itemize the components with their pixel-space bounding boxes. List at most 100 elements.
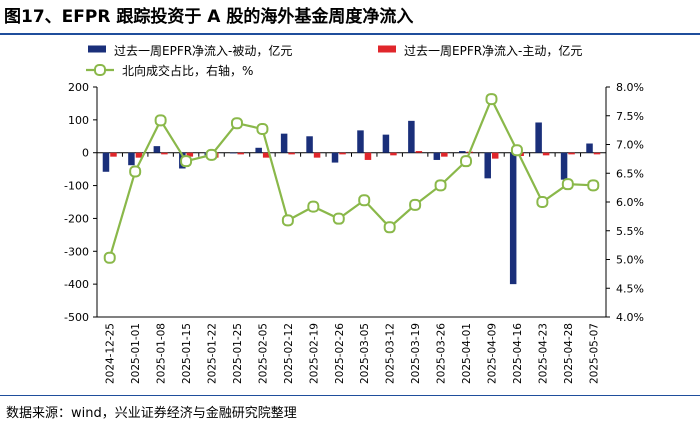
northbound-share-marker [180, 155, 193, 168]
northbound-share-marker [358, 194, 371, 207]
northbound-share-marker [383, 221, 396, 234]
left-tick-label: 200 [68, 81, 89, 94]
passive-bar [306, 136, 313, 153]
northbound-share-marker [536, 196, 549, 208]
active-bar [415, 151, 423, 153]
active-bar [339, 152, 346, 155]
northbound-share-marker [154, 114, 167, 127]
northbound-share-marker [485, 93, 498, 106]
passive-bar [484, 152, 491, 179]
right-tick-label: 6.0% [616, 196, 644, 209]
left-tick-label: -300 [64, 245, 89, 258]
active-bar [288, 152, 295, 155]
passive-bar [229, 152, 237, 154]
source-note: 数据来源：wind，兴业证券经济与金融研究院整理 [6, 406, 297, 421]
passive-bar [153, 146, 161, 153]
passive-bar [408, 120, 415, 153]
legend-swatch-passive [88, 45, 106, 53]
northbound-share-marker [103, 251, 116, 264]
active-bar [237, 152, 244, 155]
right-tick-label: 4.5% [616, 282, 644, 295]
active-bar [135, 152, 143, 158]
active-bar [568, 152, 575, 155]
northbound-share-marker [561, 178, 574, 191]
passive-bar [255, 147, 262, 153]
x-tick-label: 2025-03-19 [410, 323, 422, 384]
northbound-share-marker [510, 144, 523, 157]
active-bar [542, 152, 550, 156]
legend-label-passive: 过去一周EPFR净流入-被动，亿元 [114, 43, 292, 58]
left-tick-label: -100 [64, 180, 89, 193]
left-tick-label: 0 [82, 147, 89, 160]
passive-bar [535, 122, 542, 153]
passive-bar [459, 151, 466, 153]
right-tick-label: 6.5% [616, 167, 644, 180]
right-tick-label: 5.0% [616, 254, 644, 267]
x-tick-label: 2025-03-12 [385, 323, 397, 384]
passive-bar [382, 134, 390, 153]
northbound-share-marker [230, 117, 243, 130]
northbound-share-marker [409, 198, 422, 211]
x-tick-label: 2025-02-19 [308, 323, 320, 384]
active-bar [262, 152, 270, 158]
passive-bar [586, 143, 593, 153]
x-tick-label: 2025-04-16 [512, 323, 524, 384]
x-tick-label: 2025-01-25 [232, 323, 244, 384]
passive-bar [102, 152, 110, 172]
northbound-share-marker [332, 212, 345, 225]
legend-swatch-marker [94, 64, 106, 76]
right-tick-label: 5.5% [616, 225, 644, 238]
passive-bar [509, 152, 517, 285]
figure-title: 图17、EFPR 跟踪投资于 A 股的海外基金周度净流入 [4, 7, 414, 27]
passive-bar [128, 152, 135, 166]
x-tick-label: 2025-01-01 [130, 323, 142, 384]
legend-label-line: 北向成交占比，右轴，% [122, 63, 253, 78]
right-tick-label: 8.0% [616, 81, 644, 94]
source-divider [0, 395, 700, 396]
x-tick-label: 2025-03-26 [436, 323, 448, 384]
left-tick-label: -400 [64, 278, 89, 291]
passive-bar [331, 152, 339, 163]
right-tick-label: 7.0% [616, 139, 644, 152]
active-bar [186, 152, 194, 157]
left-tick-label: -200 [64, 212, 89, 225]
passive-bar [280, 133, 288, 153]
active-bar [364, 152, 372, 160]
left-tick-label: 100 [68, 114, 89, 127]
x-tick-label: 2024-12-25 [105, 323, 117, 384]
northbound-share-marker [129, 165, 142, 178]
active-bar [390, 152, 397, 156]
northbound-share-marker [307, 200, 320, 213]
right-tick-label: 7.5% [616, 110, 644, 123]
left-tick-label: -500 [64, 311, 89, 324]
x-tick-label: 2025-03-05 [359, 323, 371, 384]
x-tick-label: 2025-04-28 [563, 323, 575, 384]
x-tick-label: 2025-04-23 [537, 323, 549, 384]
x-tick-label: 2025-02-26 [334, 323, 346, 384]
northbound-share-marker [587, 179, 600, 192]
x-tick-label: 2025-01-08 [156, 323, 168, 384]
x-tick-label: 2025-04-09 [486, 323, 498, 384]
legend-swatch-active [378, 45, 396, 53]
x-tick-label: 2025-04-01 [461, 323, 473, 384]
active-bar [441, 152, 448, 157]
passive-bar [357, 130, 364, 153]
passive-bar [433, 152, 441, 160]
passive-bar [560, 152, 568, 180]
northbound-share-marker [205, 148, 218, 161]
title-divider [0, 33, 700, 35]
active-bar [161, 152, 168, 155]
x-tick-label: 2025-01-22 [207, 323, 219, 384]
x-tick-label: 2025-02-12 [283, 323, 295, 384]
active-bar [313, 152, 321, 158]
right-tick-label: 4.0% [616, 311, 644, 324]
x-tick-label: 2025-01-15 [181, 323, 193, 384]
northbound-share-marker [281, 214, 294, 227]
northbound-share-marker [256, 122, 269, 135]
active-bar [593, 152, 601, 155]
x-tick-label: 2025-05-07 [588, 323, 600, 384]
active-bar [491, 152, 499, 159]
x-tick-label: 2025-02-05 [257, 323, 269, 384]
northbound-share-marker [460, 155, 473, 168]
